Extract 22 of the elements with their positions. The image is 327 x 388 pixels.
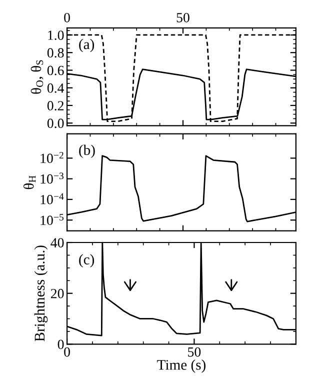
y-tick-label: 0.4 xyxy=(47,83,64,93)
y-tick-label: 40 xyxy=(50,238,64,248)
x-axis-title: Time (s) xyxy=(157,360,206,373)
annotation: (a) xyxy=(79,38,94,52)
y-tick-label: 10$^{−5}$ xyxy=(40,214,64,226)
y-tick-label: 10$^{−4}$ xyxy=(40,193,64,204)
annotation: (c) xyxy=(79,254,94,268)
y-tick-label: 0.2 xyxy=(47,101,64,110)
y-axis-title: θ$_{H}$ xyxy=(23,176,36,190)
y-axis-title: Brightness (a.u.) xyxy=(34,246,48,342)
x-tick-label: 50 xyxy=(188,347,201,357)
y-tick-label: 0.0 xyxy=(47,118,64,128)
y-tick-label: 0.6 xyxy=(47,66,64,76)
y-axis-title: θ$_{O}$, θ$_{S}$ xyxy=(30,60,44,94)
y-tick-label: 0 xyxy=(58,340,64,350)
y-tick-label: 10$^{−2}$ xyxy=(40,152,64,164)
y-tick-label: 1.0 xyxy=(48,30,64,40)
y-tick-label: 10$^{−3}$ xyxy=(40,172,64,184)
x-tick-label: 50 xyxy=(176,12,190,22)
y-tick-label: 0.8 xyxy=(47,48,64,58)
annotation: (b) xyxy=(79,144,95,158)
y-tick-label: 20 xyxy=(50,288,64,298)
